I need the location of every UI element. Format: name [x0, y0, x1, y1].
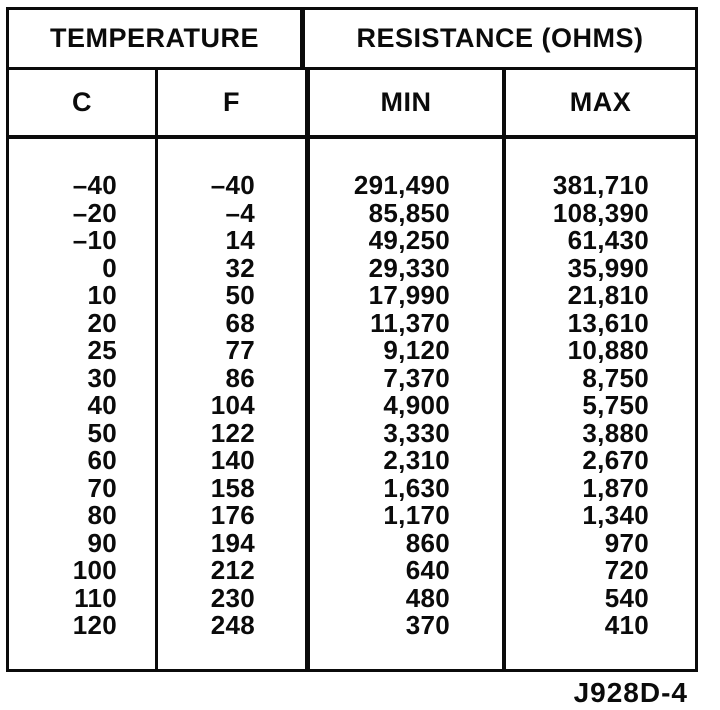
- cell-c-row-12: 80: [87, 500, 117, 530]
- cell-f-row-11: 158: [210, 472, 255, 503]
- cell-f-row-7: 86: [225, 362, 255, 393]
- cell-c-row-3: 0: [102, 252, 117, 283]
- cell-c-row-1: –20: [72, 197, 117, 228]
- cell-c-row-15: 110: [74, 582, 117, 613]
- cell-min-row-12: 1,170: [383, 500, 450, 530]
- cell-c-row-16: 120: [72, 610, 117, 640]
- cell-max-row-8: 5,750: [582, 390, 649, 420]
- cell-c-row-6: 25: [87, 335, 117, 365]
- cell-f-row-6: 77: [225, 335, 255, 365]
- group-header-row: TEMPERATURE RESISTANCE (OHMS): [9, 10, 695, 70]
- cell-f-row-14: 212: [210, 555, 255, 585]
- cell-f-row-15: 230: [210, 582, 255, 613]
- col-header-min: MIN: [310, 70, 506, 135]
- cell-c-row-0: –40: [72, 170, 117, 200]
- cell-f-row-2: 14: [225, 225, 255, 255]
- cell-c-row-9: 50: [87, 417, 117, 448]
- cell-min-row-13: 860: [405, 527, 450, 558]
- cell-min-row-14: 640: [405, 555, 450, 585]
- cell-max-row-12: 1,340: [582, 500, 649, 530]
- cell-max-row-0: 381,710: [552, 170, 649, 200]
- cell-max-row-5: 13,610: [567, 307, 649, 338]
- col-header-max: MAX: [569, 87, 632, 117]
- cell-max-row-14: 720: [604, 555, 649, 585]
- cell-f-row-10: 140: [210, 445, 255, 475]
- cell-c-row-14: 100: [72, 555, 117, 585]
- cell-c-row-8: 40: [87, 390, 117, 420]
- cell-max-row-10: 2,670: [582, 445, 649, 475]
- body-column-max: 381,710 108,390 61,430 35,990 21,810 13,610 10…: [506, 139, 695, 669]
- figure-code: J928D-4: [573, 677, 688, 708]
- cell-min-row-8: 4,900: [383, 390, 450, 420]
- cell-min-row-0: 291,490: [353, 170, 450, 200]
- cell-max-row-2: 61,430: [567, 225, 649, 255]
- cell-max-row-6: 10,880: [567, 335, 649, 365]
- cell-min-row-7: 7,370: [383, 362, 450, 393]
- cell-c-row-11: 70: [87, 472, 117, 503]
- cell-c-row-5: 20: [87, 307, 117, 338]
- cell-c-row-4: 10: [87, 280, 117, 310]
- cell-f-row-5: 68: [225, 307, 255, 338]
- cell-min-row-3: 29,330: [368, 252, 450, 283]
- cell-max-row-1: 108,390: [552, 197, 649, 228]
- cell-min-row-11: 1,630: [383, 472, 450, 503]
- body-column-c: –40 –20 –10 0 10 20 25 30 40 50 60 70 80 90 100 110 120: [9, 139, 158, 669]
- cell-f-row-16: 248: [210, 610, 255, 640]
- temperature-group-header: TEMPERATURE: [9, 10, 305, 67]
- cell-min-row-9: 3,330: [383, 417, 450, 448]
- cell-f-row-4: 50: [225, 280, 255, 310]
- temperature-resistance-table: TEMPERATURE RESISTANCE (OHMS) C F MIN MA…: [6, 7, 698, 672]
- cell-f-row-3: 32: [225, 252, 255, 283]
- table-body: –40 –20 –10 0 10 20 25 30 40 50 60 70 80 90 100 110 120–…: [9, 139, 695, 669]
- cell-c-row-13: 90: [87, 527, 117, 558]
- cell-f-row-8: 104: [210, 390, 255, 420]
- cell-max-row-13: 970: [604, 527, 649, 558]
- cell-min-row-1: 85,850: [368, 197, 450, 228]
- cell-min-row-16: 370: [405, 610, 450, 640]
- body-column-min: 291,490 85,850 49,250 29,330 17,990 11,370 9,1…: [310, 139, 506, 669]
- cell-f-row-12: 176: [210, 500, 255, 530]
- cell-max-row-16: 410: [604, 610, 649, 640]
- cell-min-row-15: 480: [405, 582, 450, 613]
- cell-min-row-5: 11,370: [370, 307, 450, 338]
- cell-c-row-2: –10: [72, 225, 117, 255]
- cell-min-row-4: 17,990: [368, 280, 450, 310]
- cell-max-row-15: 540: [604, 582, 649, 613]
- cell-max-row-7: 8,750: [582, 362, 649, 393]
- resistance-group-header: RESISTANCE (OHMS): [356, 23, 644, 53]
- cell-min-row-10: 2,310: [383, 445, 450, 475]
- cell-max-row-4: 21,810: [567, 280, 649, 310]
- cell-max-row-11: 1,870: [582, 472, 649, 503]
- column-header-row: C F MIN MAX: [9, 70, 695, 139]
- cell-c-row-7: 30: [87, 362, 117, 393]
- cell-min-row-6: 9,120: [383, 335, 450, 365]
- cell-max-row-3: 35,990: [567, 252, 649, 283]
- cell-max-row-9: 3,880: [582, 417, 649, 448]
- cell-f-row-1: –4: [225, 197, 255, 228]
- cell-min-row-2: 49,250: [368, 225, 450, 255]
- body-column-f: –40 –4 14 32 50 68 77 86 104 122 140 158 176 194 212 23…: [158, 139, 310, 669]
- col-header-fahrenheit: F: [158, 70, 310, 135]
- cell-f-row-0: –40: [210, 170, 255, 200]
- col-header-celsius: C: [9, 70, 158, 135]
- cell-c-row-10: 60: [87, 445, 117, 475]
- cell-f-row-13: 194: [210, 527, 255, 558]
- cell-f-row-9: 122: [210, 417, 255, 448]
